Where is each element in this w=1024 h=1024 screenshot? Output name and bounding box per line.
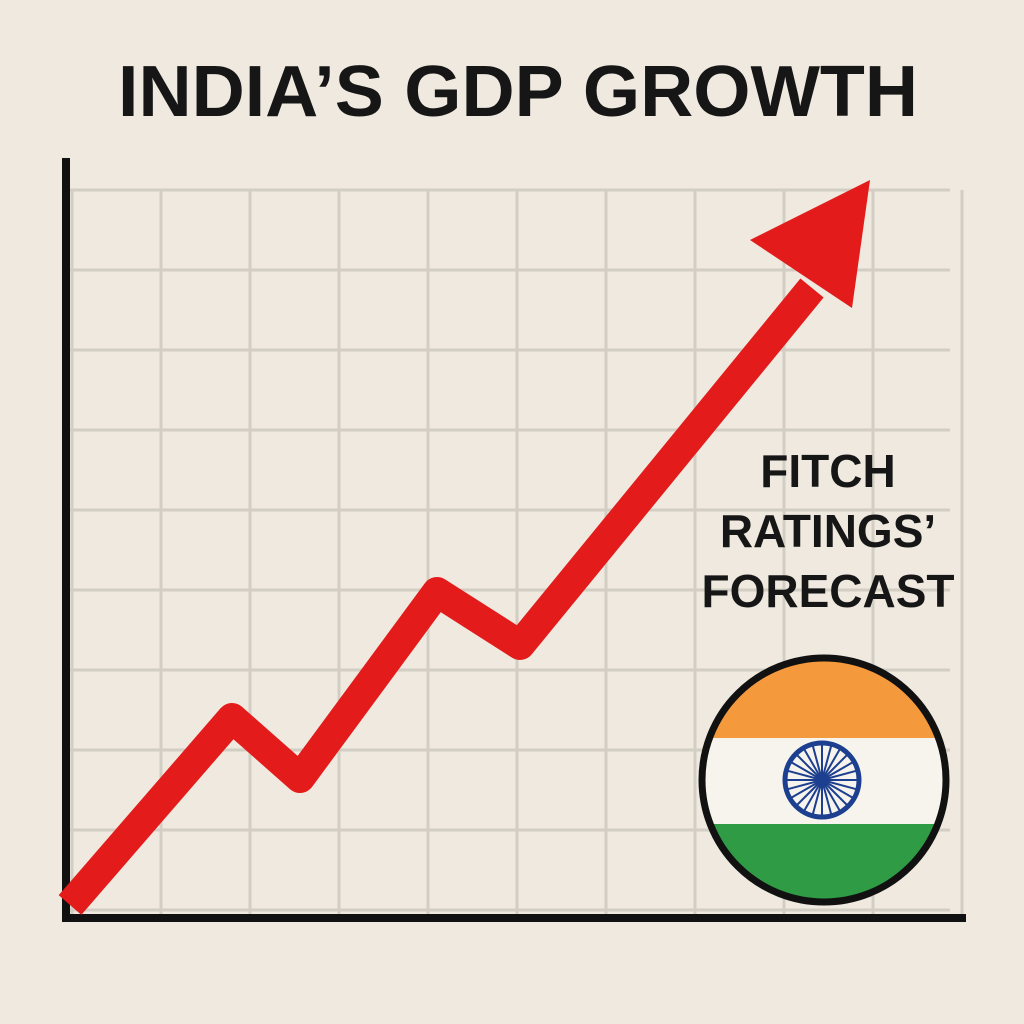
chakra-spoke: [821, 749, 841, 781]
chakra-spoke: [811, 779, 823, 815]
chakra-spoke: [791, 779, 823, 799]
annotation-line: FORECAST: [702, 565, 955, 617]
flag-border: [698, 654, 950, 906]
chakra-spoke: [821, 779, 853, 799]
chakra-spoke: [796, 779, 823, 806]
trend-arrow-head: [750, 180, 870, 308]
title: INDIA’S GDP GROWTH: [118, 52, 918, 132]
chakra-spoke: [796, 754, 823, 781]
chakra-spoke: [821, 779, 848, 806]
annotation-line: FITCH: [760, 445, 895, 497]
chakra-rim: [782, 740, 862, 820]
chakra-spoke: [791, 761, 823, 781]
chakra-spoke: [811, 745, 823, 781]
chakra-spoke: [821, 769, 857, 781]
chakra-spoke: [821, 745, 833, 781]
chakra-spoke: [787, 769, 823, 781]
chakra-spoke: [821, 779, 857, 791]
chakra-spoke: [803, 749, 823, 781]
ashoka-chakra: [782, 740, 862, 820]
annotation-line: RATINGS’: [720, 505, 936, 557]
chakra-spoke: [821, 754, 848, 781]
chakra-spoke: [803, 779, 823, 811]
chakra-spoke: [821, 761, 853, 781]
chakra-spoke: [821, 779, 841, 811]
chakra-spoke: [821, 779, 833, 815]
trend-arrow-line: [58, 278, 824, 915]
chakra-spoke: [787, 779, 823, 791]
